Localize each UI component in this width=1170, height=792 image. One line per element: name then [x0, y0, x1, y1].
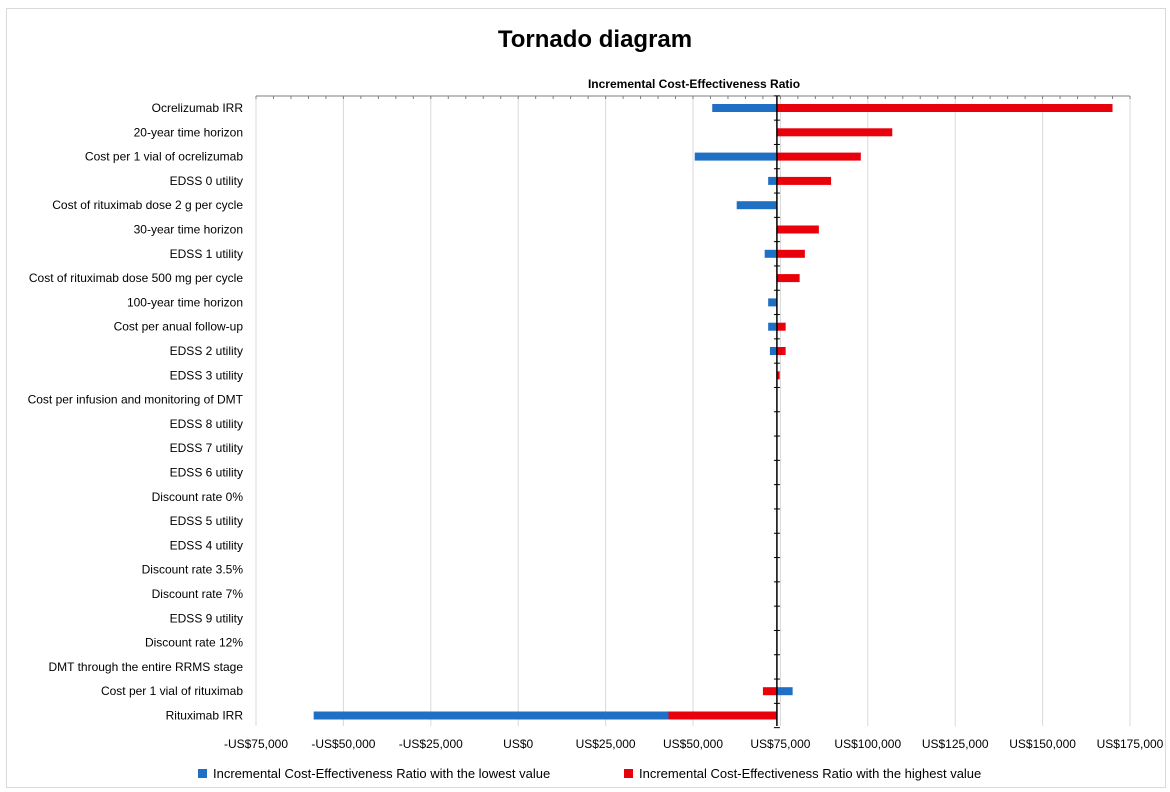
category-label: EDSS 9 utility [170, 611, 243, 625]
legend-item-lowest: Incremental Cost-Effectiveness Ratio wit… [198, 766, 550, 781]
bar-lowest-value [768, 322, 777, 331]
legend-label-lowest: Incremental Cost-Effectiveness Ratio wit… [213, 766, 551, 781]
x-tick-label: US$100,000 [834, 737, 901, 751]
category-label: EDSS 0 utility [170, 174, 243, 188]
bar-highest-value [776, 128, 893, 137]
bar-lowest-value [694, 152, 777, 161]
bar-highest-value [776, 371, 780, 380]
bar-highest-value [776, 274, 800, 283]
category-label: EDSS 2 utility [170, 344, 243, 358]
bar-lowest-value [768, 176, 777, 185]
x-axis: Incremental Cost-Effectiveness Ratio -US… [224, 77, 1164, 751]
category-label: EDSS 5 utility [170, 514, 243, 528]
bar-highest-value [762, 687, 777, 696]
category-label: 100-year time horizon [127, 295, 243, 309]
category-labels: Ocrelizumab IRR 20-year time horizon Cost … [28, 101, 244, 723]
bar-highest-value [776, 152, 861, 161]
category-label: Cost per 1 vial of ocrelizumab [85, 150, 243, 164]
x-tick-label: US$50,000 [663, 737, 723, 751]
category-label: EDSS 7 utility [170, 441, 243, 455]
category-label: 20-year time horizon [134, 125, 243, 139]
category-label: EDSS 1 utility [170, 247, 243, 261]
x-tick-label: US$150,000 [1009, 737, 1076, 751]
category-label: DMT through the entire RRMS stage [48, 660, 243, 674]
x-tick-label: -US$50,000 [311, 737, 375, 751]
bar-highest-value [776, 347, 786, 355]
chart-frame [6, 8, 1166, 788]
grid-lines [255, 96, 1131, 726]
category-label: Cost per 1 vial of rituximab [101, 684, 243, 698]
bar-highest-value [776, 322, 786, 331]
bar-highest-value [776, 249, 805, 258]
x-tick-label: US$25,000 [576, 737, 636, 751]
axis-title: Incremental Cost-Effectiveness Ratio [588, 77, 800, 91]
legend-swatch-highest [624, 769, 633, 778]
x-tick-label: -US$25,000 [399, 737, 463, 751]
category-label: Cost of rituximab dose 2 g per cycle [52, 198, 243, 212]
bar-highest-value [776, 225, 819, 234]
x-tick-label: US$175,000 [1097, 737, 1164, 751]
category-label: Cost per anual follow-up [114, 320, 244, 334]
category-label: Rituximab IRR [166, 709, 244, 723]
category-label: Ocrelizumab IRR [152, 101, 244, 115]
category-label: EDSS 4 utility [170, 538, 243, 552]
category-label: Discount rate 0% [152, 490, 244, 504]
bar-lowest-value [313, 711, 777, 720]
x-tick-label: US$75,000 [750, 737, 810, 751]
category-label: EDSS 8 utility [170, 417, 243, 431]
legend-label-highest: Incremental Cost-Effectiveness Ratio wit… [639, 766, 982, 781]
category-label: Cost per infusion and monitoring of DMT [28, 393, 244, 407]
category-label: Discount rate 12% [145, 636, 243, 650]
bar-lowest-value [712, 104, 777, 112]
chart-title: Tornado diagram [497, 26, 693, 53]
category-label: Cost of rituximab dose 500 mg per cycle [29, 271, 243, 285]
bar-highest-value [668, 711, 777, 720]
category-label: EDSS 6 utility [170, 466, 243, 480]
bar-highest-value [776, 176, 832, 185]
bar-lowest-value [736, 201, 777, 210]
bars [313, 104, 1113, 720]
category-label: Discount rate 3.5% [142, 563, 244, 577]
x-tick-label: -US$75,000 [224, 737, 288, 751]
bar-lowest-value [769, 347, 777, 355]
legend-item-highest: Incremental Cost-Effectiveness Ratio wit… [624, 766, 981, 781]
bar-lowest-value [768, 298, 777, 307]
category-label: Discount rate 7% [152, 587, 244, 601]
category-label: 30-year time horizon [134, 223, 243, 237]
base-value-line [773, 95, 780, 729]
x-tick-label: US$125,000 [922, 737, 989, 751]
legend-swatch-lowest [198, 769, 207, 778]
category-label: EDSS 3 utility [170, 368, 243, 382]
bar-highest-value [776, 104, 1113, 112]
x-tick-label: US$0 [503, 737, 533, 751]
bar-lowest-value [776, 687, 793, 696]
bar-lowest-value [764, 249, 777, 258]
